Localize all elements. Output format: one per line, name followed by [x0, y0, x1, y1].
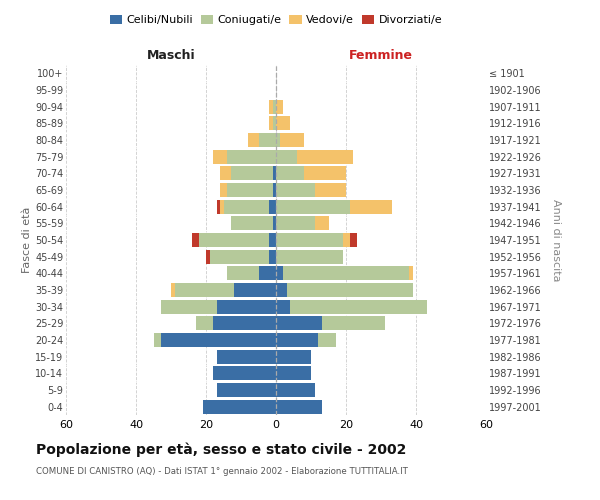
- Bar: [227, 183, 272, 197]
- Bar: [314, 183, 346, 197]
- Bar: [213, 366, 276, 380]
- Bar: [209, 250, 269, 264]
- Bar: [203, 400, 276, 414]
- Bar: [227, 266, 259, 280]
- Bar: [154, 333, 161, 347]
- Bar: [276, 200, 349, 214]
- Bar: [276, 333, 318, 347]
- Bar: [287, 283, 413, 297]
- Bar: [269, 200, 276, 214]
- Bar: [276, 400, 322, 414]
- Bar: [276, 100, 283, 114]
- Bar: [314, 216, 329, 230]
- Bar: [213, 150, 227, 164]
- Bar: [269, 250, 276, 264]
- Bar: [276, 316, 322, 330]
- Bar: [230, 166, 272, 180]
- Bar: [283, 266, 409, 280]
- Bar: [276, 250, 343, 264]
- Bar: [230, 216, 272, 230]
- Bar: [220, 183, 227, 197]
- Bar: [175, 283, 234, 297]
- Bar: [318, 333, 335, 347]
- Bar: [276, 300, 290, 314]
- Y-axis label: Anni di nascita: Anni di nascita: [551, 198, 561, 281]
- Y-axis label: Fasce di età: Fasce di età: [22, 207, 32, 273]
- Bar: [206, 250, 209, 264]
- Bar: [248, 133, 259, 147]
- Bar: [304, 166, 346, 180]
- Legend: Celibi/Nubili, Coniugati/e, Vedovi/e, Divorziati/e: Celibi/Nubili, Coniugati/e, Vedovi/e, Di…: [106, 10, 446, 30]
- Bar: [217, 383, 276, 397]
- Bar: [349, 200, 392, 214]
- Bar: [343, 233, 349, 247]
- Bar: [220, 200, 223, 214]
- Text: Maschi: Maschi: [146, 48, 196, 62]
- Bar: [227, 150, 276, 164]
- Bar: [276, 150, 297, 164]
- Bar: [276, 233, 343, 247]
- Bar: [272, 216, 276, 230]
- Bar: [269, 233, 276, 247]
- Bar: [290, 300, 427, 314]
- Bar: [220, 166, 230, 180]
- Bar: [276, 266, 283, 280]
- Bar: [276, 116, 290, 130]
- Bar: [276, 133, 280, 147]
- Bar: [272, 116, 276, 130]
- Bar: [276, 383, 314, 397]
- Bar: [276, 366, 311, 380]
- Bar: [297, 150, 353, 164]
- Bar: [269, 116, 272, 130]
- Bar: [272, 166, 276, 180]
- Bar: [322, 316, 385, 330]
- Bar: [276, 350, 311, 364]
- Bar: [259, 133, 276, 147]
- Bar: [409, 266, 413, 280]
- Bar: [223, 200, 269, 214]
- Text: Femmine: Femmine: [349, 48, 413, 62]
- Bar: [276, 183, 314, 197]
- Bar: [269, 100, 272, 114]
- Bar: [272, 100, 276, 114]
- Bar: [192, 233, 199, 247]
- Bar: [213, 316, 276, 330]
- Bar: [171, 283, 175, 297]
- Text: COMUNE DI CANISTRO (AQ) - Dati ISTAT 1° gennaio 2002 - Elaborazione TUTTITALIA.I: COMUNE DI CANISTRO (AQ) - Dati ISTAT 1° …: [36, 468, 408, 476]
- Bar: [161, 300, 217, 314]
- Bar: [217, 200, 220, 214]
- Bar: [161, 333, 276, 347]
- Bar: [276, 166, 304, 180]
- Text: Popolazione per età, sesso e stato civile - 2002: Popolazione per età, sesso e stato civil…: [36, 442, 406, 457]
- Bar: [234, 283, 276, 297]
- Bar: [199, 233, 269, 247]
- Bar: [272, 183, 276, 197]
- Bar: [349, 233, 356, 247]
- Bar: [217, 300, 276, 314]
- Bar: [196, 316, 213, 330]
- Bar: [276, 283, 287, 297]
- Bar: [259, 266, 276, 280]
- Bar: [280, 133, 304, 147]
- Bar: [217, 350, 276, 364]
- Bar: [276, 216, 314, 230]
